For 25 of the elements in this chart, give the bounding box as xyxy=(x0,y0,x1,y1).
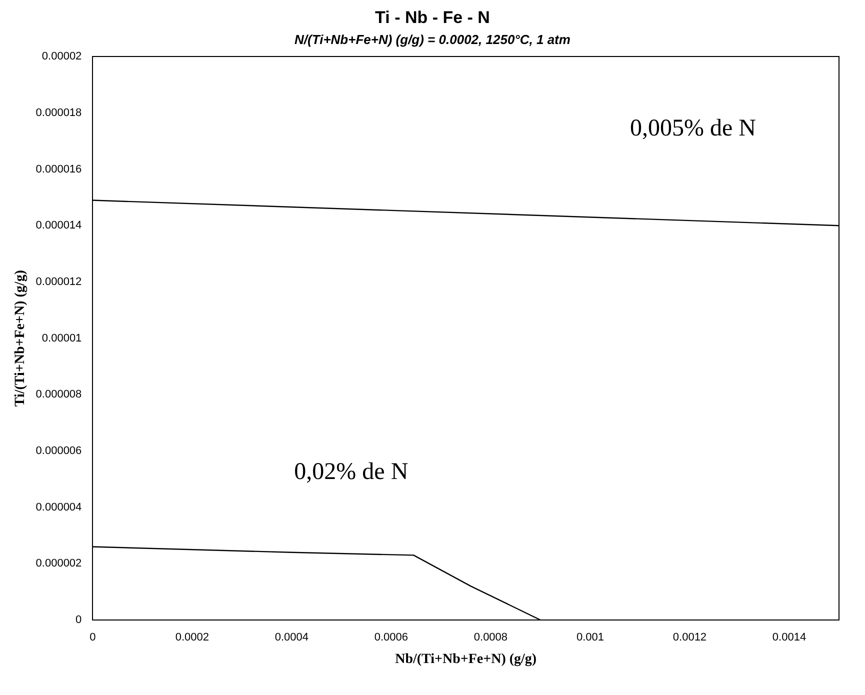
x-tick-label: 0.0006 xyxy=(374,632,408,644)
y-tick-label: 0.000016 xyxy=(36,163,82,176)
x-tick-label: 0.0002 xyxy=(175,632,210,644)
y-tick-label: 0.000008 xyxy=(36,388,82,401)
y-tick-label: 0.000012 xyxy=(36,276,82,288)
chart-title: Ti - Nb - Fe - N xyxy=(374,8,491,28)
x-tick-label: 0.0012 xyxy=(672,632,707,644)
y-tick-label: 0.000014 xyxy=(36,220,82,232)
y-tick-label: 0.000006 xyxy=(36,445,82,458)
y-tick-label: 0 xyxy=(76,614,82,626)
x-tick-label: 0.001 xyxy=(576,632,604,644)
y-tick-label: 0.000018 xyxy=(36,106,82,119)
chart-subtitle: N/(Ti+Nb+Fe+N) (g/g) = 0.0002, 1250°C, 1 atm xyxy=(294,32,572,47)
y-tick-label: 0.000002 xyxy=(36,558,82,570)
y-axis-title: Ti/(Ti+Nb+Fe+N) (g/g) xyxy=(13,270,28,407)
y-tick-label: 0.00001 xyxy=(42,332,82,344)
x-tick-label: 0.0014 xyxy=(772,632,806,644)
x-axis-title: Nb/(Ti+Nb+Fe+N) (g/g) xyxy=(395,652,537,668)
y-tick-label: 0.000004 xyxy=(36,501,82,514)
x-tick-label: 0.0004 xyxy=(274,632,309,644)
annotation: 0,02% de N xyxy=(294,459,408,486)
x-tick-label: 0 xyxy=(90,632,96,644)
x-tick-label: 0.0008 xyxy=(474,632,508,644)
y-tick-label: 0.00002 xyxy=(42,50,82,63)
annotation: 0,005% de N xyxy=(630,115,756,142)
